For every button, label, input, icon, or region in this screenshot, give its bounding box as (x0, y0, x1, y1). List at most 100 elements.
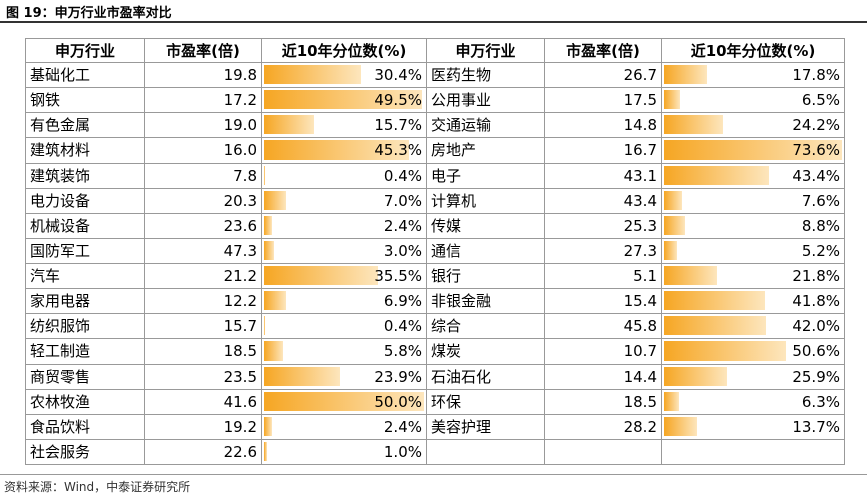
cell-text: 建筑装饰 (30, 166, 91, 185)
header-cell: 申万行业 (427, 38, 545, 64)
cell-text: 25.3 (623, 216, 657, 235)
cell-text: 50.6% (792, 342, 840, 361)
cell-text: 银行 (431, 267, 462, 286)
industry-cell: 综合 (427, 314, 545, 340)
pe-cell: 14.4 (545, 364, 662, 390)
industry-cell: 社会服务 (25, 439, 145, 465)
cell-text: 23.5 (223, 367, 257, 386)
cell-text: 14.4 (623, 367, 657, 386)
industry-cell: 商贸零售 (25, 364, 145, 390)
cell-text: 0.4% (383, 317, 422, 336)
cell-text: 17.5 (623, 91, 657, 110)
data-bar (264, 115, 315, 135)
percentile-cell (662, 439, 845, 465)
cell-text: 16.0 (223, 141, 257, 160)
pe-cell: 12.2 (145, 289, 262, 315)
cell-text: 家用电器 (30, 292, 91, 311)
percentile-cell: 0.4% (262, 314, 427, 340)
industry-cell: 传媒 (427, 213, 545, 239)
cell-text: 环保 (431, 392, 462, 411)
data-bar (664, 140, 842, 160)
percentile-cell: 35.5% (262, 264, 427, 290)
cell-text: 21.2 (223, 267, 257, 286)
data-bar (264, 366, 341, 386)
data-bar (264, 416, 272, 436)
data-bar (664, 391, 680, 411)
industry-cell: 医药生物 (427, 63, 545, 89)
pe-cell: 25.3 (545, 213, 662, 239)
percentile-cell: 1.0% (262, 439, 427, 465)
pe-cell: 15.4 (545, 289, 662, 315)
pe-cell: 18.5 (145, 339, 262, 365)
data-bar (664, 165, 769, 185)
header-cell: 近10年分位数(%) (662, 38, 845, 64)
cell-text: 35.5% (374, 267, 422, 286)
cell-text: 30.4% (374, 66, 422, 85)
percentile-cell: 24.2% (662, 113, 845, 139)
data-bar (664, 416, 698, 436)
percentile-cell: 41.8% (662, 289, 845, 315)
percentile-cell: 6.5% (662, 88, 845, 114)
data-bar (664, 291, 766, 311)
industry-cell: 石油石化 (427, 364, 545, 390)
cell-text: 有色金属 (30, 116, 91, 135)
percentile-cell: 7.0% (262, 188, 427, 214)
pe-cell: 23.5 (145, 364, 262, 390)
cell-text: 交通运输 (431, 116, 492, 135)
cell-text: 基础化工 (30, 66, 91, 85)
industry-cell: 食品饮料 (25, 414, 145, 440)
data-bar (664, 215, 686, 235)
cell-text: 6.9% (383, 292, 422, 311)
percentile-cell: 2.4% (262, 414, 427, 440)
cell-text: 5.1 (633, 267, 657, 286)
industry-cell: 煤炭 (427, 339, 545, 365)
percentile-cell: 21.8% (662, 264, 845, 290)
industry-cell: 纺织服饰 (25, 314, 145, 340)
cell-text: 16.7 (623, 141, 657, 160)
cell-text: 28.2 (623, 417, 657, 436)
cell-text: 7.8 (233, 166, 257, 185)
cell-text: 食品饮料 (30, 417, 91, 436)
pe-cell: 17.5 (545, 88, 662, 114)
cell-text: 45.3% (374, 141, 422, 160)
cell-text: 2.4% (383, 216, 422, 235)
cell-text: 19.0 (223, 116, 257, 135)
cell-text: 房地产 (431, 141, 477, 160)
data-bar (264, 341, 283, 361)
pe-cell: 41.6 (145, 389, 262, 415)
pe-cell: 21.2 (145, 264, 262, 290)
data-bar (264, 65, 362, 85)
header-cell: 申万行业 (25, 38, 145, 64)
cell-text: 6.3% (801, 392, 840, 411)
pe-cell: 14.8 (545, 113, 662, 139)
industry-cell: 建筑装饰 (25, 163, 145, 189)
data-bar (664, 65, 708, 85)
cell-text: 6.5% (801, 91, 840, 110)
pe-cell: 19.8 (145, 63, 262, 89)
cell-text: 21.8% (792, 267, 840, 286)
industry-cell: 电力设备 (25, 188, 145, 214)
pe-cell (545, 439, 662, 465)
cell-text: 5.8% (383, 342, 422, 361)
pe-cell: 7.8 (145, 163, 262, 189)
data-bar (664, 366, 727, 386)
industry-cell: 建筑材料 (25, 138, 145, 164)
percentile-cell: 15.7% (262, 113, 427, 139)
percentile-cell: 2.4% (262, 213, 427, 239)
percentile-cell: 7.6% (662, 188, 845, 214)
data-bar (664, 90, 680, 110)
cell-text: 8.8% (801, 216, 840, 235)
data-bar (264, 240, 274, 261)
percentile-cell: 5.2% (662, 238, 845, 265)
cell-text: 14.8 (623, 116, 657, 135)
cell-text: 49.5% (374, 91, 422, 110)
cell-text: 24.2% (792, 116, 840, 135)
data-bar (264, 441, 268, 461)
industry-cell: 基础化工 (25, 63, 145, 89)
pe-cell: 28.2 (545, 414, 662, 440)
header-cell: 市盈率(倍) (145, 38, 262, 64)
cell-text: 73.6% (792, 141, 840, 160)
percentile-cell: 6.9% (262, 289, 427, 315)
cell-text: 42.0% (792, 317, 840, 336)
cell-text: 22.6 (223, 442, 257, 461)
